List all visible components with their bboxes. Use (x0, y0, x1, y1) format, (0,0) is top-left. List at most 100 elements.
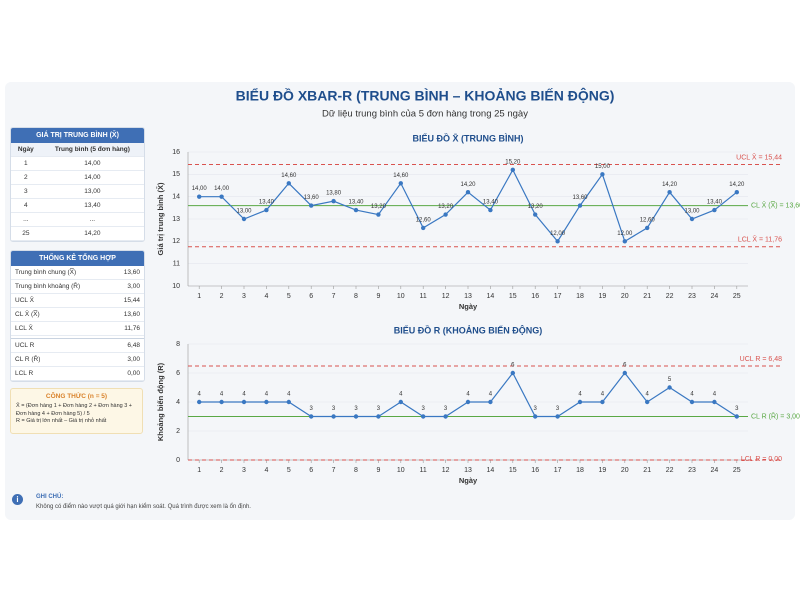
data-point (353, 414, 359, 419)
data-label: 4 (287, 392, 291, 398)
x-tick-label: 15 (509, 467, 517, 474)
data-label: 12,00 (617, 231, 633, 237)
x-tick-label: 14 (487, 293, 495, 300)
data-label: 4 (242, 392, 246, 398)
data-label: 3 (332, 406, 336, 412)
x-tick-label: 22 (666, 293, 674, 300)
data-point (309, 203, 314, 208)
x-tick-label: 12 (442, 293, 450, 300)
x-tick-label: 15 (509, 293, 517, 300)
x-tick-label: 25 (733, 467, 741, 474)
data-point (488, 207, 493, 213)
data-point (309, 414, 314, 419)
data-label: 13,00 (236, 209, 252, 215)
summary-label: CL R (R̄) (11, 352, 111, 367)
y-tick-label: 16 (172, 149, 180, 156)
data-point (600, 172, 605, 177)
table-cell: 4 (11, 198, 41, 213)
data-point (689, 399, 695, 405)
mean-table-panel: GIÁ TRỊ TRUNG BÌNH (X̄) Ngày Trung bình … (10, 127, 145, 242)
x-axis-label: Ngày (459, 476, 478, 485)
table-row: 1 14,00 (11, 156, 144, 171)
data-point (219, 399, 224, 405)
data-point (219, 194, 224, 199)
separator-cell (11, 335, 144, 339)
table-row: 25 14,20 (11, 226, 144, 241)
summary-value: 3,00 (110, 279, 144, 294)
x-tick-label: 3 (242, 467, 246, 474)
note: i GHI CHÚ: Không có điểm nào vượt quá gi… (12, 492, 782, 516)
summary-label: UCL R (11, 338, 111, 353)
x-tick-label: 2 (220, 467, 224, 474)
chart-title: BIỂU ĐỒ R (KHOẢNG BIẾN ĐỘNG) (394, 324, 543, 335)
table-row: 3 13,00 (11, 184, 144, 199)
x-tick-label: 17 (554, 467, 562, 474)
table-cell: 13,40 (40, 198, 144, 213)
data-point (376, 212, 381, 217)
control-line-label: LCL X̄ = 11,76 (738, 235, 782, 243)
mean-table: Ngày Trung bình (5 đơn hàng) 1 14,00 2 14,0… (11, 143, 144, 241)
data-point (465, 399, 471, 405)
data-point (443, 212, 448, 217)
x-tick-label: 18 (576, 293, 584, 300)
table-cell: ... (11, 212, 41, 227)
x-tick-label: 14 (487, 467, 495, 474)
table-cell: ... (40, 212, 144, 227)
panel-title: GIÁ TRỊ TRUNG BÌNH (X̄) (11, 128, 144, 143)
x-tick-label: 20 (621, 293, 629, 300)
y-tick-label: 4 (176, 399, 180, 406)
data-point (488, 399, 493, 405)
x-tick-label: 21 (643, 467, 651, 474)
data-label: 3 (444, 406, 448, 412)
x-tick-label: 13 (464, 467, 472, 474)
summary-value: 15,44 (110, 293, 144, 308)
data-label: 4 (265, 392, 269, 398)
data-point (734, 190, 739, 195)
data-point (645, 399, 650, 405)
data-label: 13,60 (572, 195, 588, 201)
table-cell: 14,00 (40, 156, 144, 171)
data-label: 3 (534, 406, 538, 412)
summary-label: LCL X̄ (11, 321, 111, 336)
data-label: 6 (511, 363, 515, 369)
summary-value: 0,00 (110, 366, 144, 381)
x-tick-label: 4 (264, 293, 268, 300)
data-point (398, 399, 403, 405)
x-tick-label: 2 (220, 293, 224, 300)
data-label: 13,20 (438, 204, 454, 210)
data-label: 12,60 (416, 218, 432, 224)
data-point (712, 207, 717, 213)
x-tick-label: 9 (376, 467, 380, 474)
x-tick-label: 5 (287, 467, 291, 474)
x-tick-label: 18 (576, 467, 584, 474)
formula-line: R = Giá trị lớn nhất – Giá trị nhỏ nhất (16, 418, 107, 425)
x-tick-label: 19 (599, 467, 607, 474)
data-label: 4 (713, 392, 717, 398)
data-point (398, 181, 403, 186)
summary-value: 11,76 (110, 321, 144, 336)
data-point (577, 203, 583, 208)
y-tick-label: 11 (173, 261, 180, 268)
data-point (197, 194, 202, 199)
data-label: 13,00 (684, 209, 700, 215)
data-label: 14,00 (192, 186, 208, 192)
data-label: 3 (310, 406, 314, 412)
data-point (264, 207, 269, 213)
control-line-label: UCL R = 6,48 (740, 356, 782, 363)
x-tick-label: 11 (420, 293, 427, 300)
x-tick-label: 4 (264, 467, 268, 474)
data-point (667, 190, 672, 195)
data-point (645, 225, 650, 231)
table-cell: 1 (11, 156, 41, 171)
x-tick-label: 24 (711, 293, 719, 300)
table-row: 4 13,40 (11, 198, 144, 213)
data-label: 14,00 (214, 186, 230, 192)
summary-table: Trung bình chung (X̿) 13,60 Trung bình kho… (11, 266, 144, 381)
data-point (421, 414, 426, 419)
data-point (510, 167, 515, 173)
x-tick-label: 8 (354, 467, 358, 474)
data-point (600, 399, 605, 405)
y-tick-label: 2 (176, 428, 180, 435)
page-title: BIỂU ĐỒ XBAR-R (TRUNG BÌNH – KHOẢNG BIẾN… (236, 87, 615, 104)
